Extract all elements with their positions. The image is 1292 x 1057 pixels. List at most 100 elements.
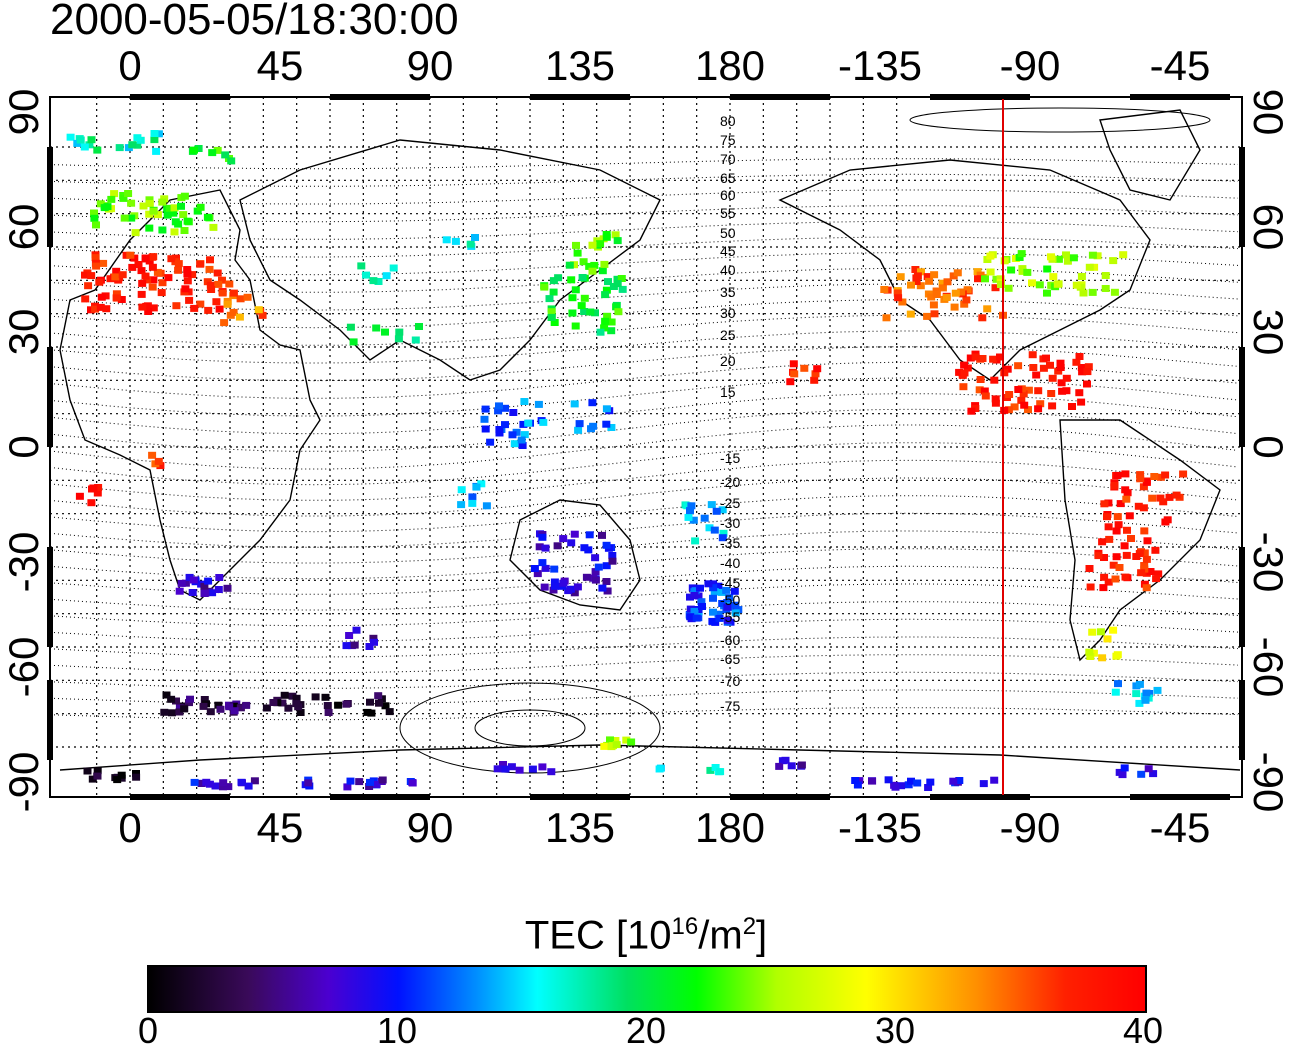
lat-tick-label: 90 [1245,88,1292,136]
tec-cell [731,601,740,609]
tec-cell [345,632,354,639]
tec-cell [1085,648,1094,656]
tec-cell [925,277,934,285]
tec-cell [494,407,503,415]
tec-cell [608,552,617,559]
lon-tick-label: 135 [544,804,616,851]
tec-cell [408,779,417,787]
tec-cell [715,614,724,622]
tec-cell [986,252,995,260]
tec-cell [787,762,796,770]
tec-cell [966,354,975,362]
tec-cell [1075,389,1084,397]
tec-cell [133,141,142,149]
tec-cell [145,224,154,232]
tec-cell [189,576,198,584]
tec-cell [128,263,137,271]
tec-cell [611,231,620,239]
tec-cell [118,271,127,279]
tec-cell [579,258,588,266]
tec-cell [164,274,173,282]
tec-cell [1098,538,1107,546]
tec-cell [990,776,999,784]
tec-cell [150,136,159,144]
tec-cell [553,542,562,550]
tec-cell [518,442,527,449]
lon-tick-label: -90 [999,42,1061,89]
contour-label: 65 [720,170,736,186]
tec-cell [990,376,999,384]
tec-cell [604,278,612,286]
tec-cell [601,317,610,325]
lon-tick-label: 45 [256,42,304,89]
tec-cell [1068,403,1076,410]
tec-cell [204,306,213,314]
tec-cell [710,526,719,534]
tec-cell [1142,584,1151,592]
tec-cell [580,544,589,552]
tec-cell [1036,400,1045,408]
tec-cell [589,422,598,430]
tec-cell [212,298,221,306]
tec-cell [1017,250,1026,258]
tec-cell [374,278,383,285]
tec-cell [981,392,990,400]
tec-cell [1054,255,1063,263]
tec-cell [442,236,451,244]
tec-cell [1053,280,1062,288]
tec-cell [181,579,190,587]
tec-cell [1088,288,1097,296]
tec-cell [540,283,549,291]
tec-cell [1024,406,1032,414]
tec-cell [853,781,862,789]
tec-cell [564,587,573,595]
tec-cell [550,565,559,573]
tec-cell [242,701,251,709]
tec-cell [205,265,214,273]
tec-cell [90,209,98,217]
tec-cell [596,240,605,248]
tec-cell [1034,405,1043,413]
tec-cell [132,773,141,781]
tec-cell [1141,696,1150,704]
tec-cell [451,237,460,245]
tec-cell [1140,562,1149,569]
contour-label: 80 [720,113,736,129]
tec-cell [953,269,962,277]
tec-cell [975,386,984,394]
tec-cell [90,214,99,222]
tec-cell [1150,473,1159,480]
tec-cell [1127,535,1135,542]
tec-cell [1172,491,1181,499]
tec-cell [1072,358,1081,366]
tec-cell [141,254,150,262]
tec-cell [1090,263,1099,271]
tec-cell [917,268,925,276]
tec-cell [495,429,504,437]
tec-cell [1083,380,1091,388]
tec-cell [781,756,790,764]
tec-cell [550,578,559,586]
tec-cell [477,480,486,488]
tec-cell [960,300,969,308]
tec-cell [1075,353,1084,360]
contour-label: -65 [720,651,740,667]
tec-cell [160,708,169,716]
tec-cell [1023,268,1032,276]
tec-cell [568,309,577,317]
tec-cell [571,286,580,294]
tec-cell [547,768,556,776]
graticule [50,97,1242,797]
tec-cell [215,305,224,313]
tec-cell [149,207,158,215]
lon-tick-label: -135 [837,804,923,851]
lat-tick-label: -90 [1245,751,1292,813]
contour-label: -55 [720,609,740,625]
tec-cell [501,404,509,412]
tec-cell [165,204,174,212]
tec-cell [156,462,165,470]
tec-cell [515,766,524,774]
tec-cell [700,514,709,522]
tec-cell [381,328,389,336]
